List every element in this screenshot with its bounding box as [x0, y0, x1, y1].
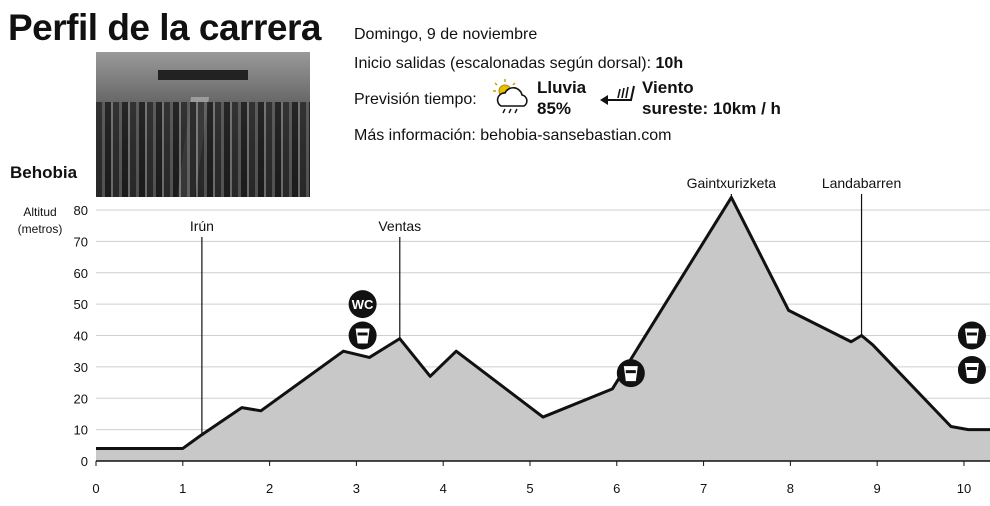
x-tick-label: 3 — [353, 481, 360, 496]
water-cup-icon — [957, 321, 986, 350]
x-tick-label: 9 — [874, 481, 881, 496]
cup-shape — [964, 363, 979, 379]
y-tick-label: 10 — [74, 423, 88, 438]
start-time: 10h — [655, 55, 684, 72]
x-tick-label: 7 — [700, 481, 707, 496]
water-cup-icon — [348, 321, 377, 350]
y-tick-label: 60 — [74, 266, 88, 281]
cup-band — [966, 332, 977, 336]
landmark-label: Irún — [190, 218, 214, 234]
water-cup-icon — [616, 359, 645, 388]
landmark-label: Gaintxurizketa — [687, 175, 777, 191]
x-tick-label: 1 — [179, 481, 186, 496]
photo-runners — [96, 102, 310, 197]
x-tick-label: 6 — [613, 481, 620, 496]
start-info: Inicio salidas (escalonadas según dorsal… — [354, 54, 683, 74]
rain-label: Lluvia — [537, 78, 587, 97]
start-label: Inicio salidas (escalonadas según dorsal… — [354, 55, 652, 72]
elevation-area — [96, 197, 990, 461]
wind-label: Viento — [642, 78, 694, 97]
cup-band — [625, 370, 636, 374]
wc-icon: WC — [348, 290, 377, 319]
icon-badge — [348, 290, 377, 319]
water-cup-icon — [957, 356, 986, 385]
wind-value: sureste: 10km / h — [642, 99, 781, 118]
rain-value: 85% — [537, 99, 572, 118]
x-tick-label: 5 — [526, 481, 533, 496]
y-tick-label: 70 — [74, 234, 88, 249]
forecast-label: Previsión tiempo: — [354, 91, 477, 108]
race-date: Domingo, 9 de noviembre — [354, 26, 538, 43]
photo-finish-arch — [158, 70, 248, 80]
page-title: Perfil de la carrera — [8, 7, 321, 48]
x-tick-label: 0 — [92, 481, 99, 496]
cup-shape — [964, 328, 979, 344]
y-tick-label: 40 — [74, 329, 88, 344]
race-photo — [96, 52, 310, 197]
start-label-behobia: Behobia — [10, 163, 78, 182]
landmark-label: Landabarren — [822, 175, 901, 191]
more-info: Más información: behobia-sansebastian.co… — [354, 127, 672, 144]
x-tick-label: 8 — [787, 481, 794, 496]
y-tick-label: 50 — [74, 297, 88, 312]
y-axis-label: (metros) — [18, 222, 63, 236]
x-tick-label: 4 — [440, 481, 447, 496]
cup-band — [357, 332, 368, 336]
y-tick-label: 80 — [74, 203, 88, 218]
cup-band — [966, 367, 977, 371]
wind-arrow-icon — [600, 85, 635, 105]
y-tick-label: 20 — [74, 391, 88, 406]
elevation-line — [96, 195, 990, 450]
cup-shape — [623, 366, 638, 382]
wc-icon-label: WC — [352, 297, 374, 312]
cup-shape — [355, 328, 370, 344]
cloud-rain-icon — [493, 79, 528, 114]
x-tick-label: 2 — [266, 481, 273, 496]
y-tick-label: 30 — [74, 360, 88, 375]
y-axis-label: Altitud — [23, 205, 56, 219]
y-tick-label: 0 — [81, 454, 88, 469]
landmark-label: Ventas — [378, 218, 421, 234]
x-tick-label: 10 — [957, 481, 971, 496]
